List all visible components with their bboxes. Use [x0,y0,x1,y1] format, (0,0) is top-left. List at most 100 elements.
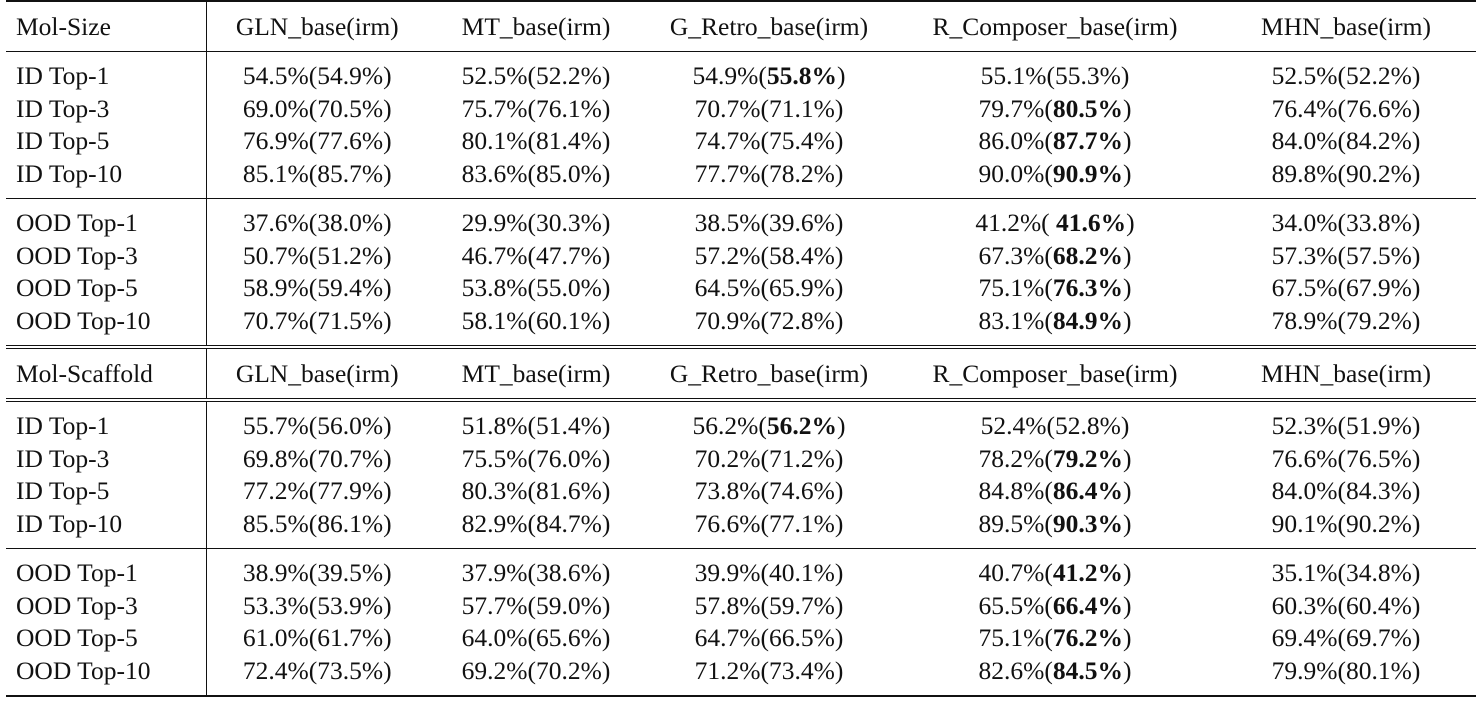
table-cell: 58.1%(60.1%) [428,305,644,348]
best-value: 68.2% [1052,240,1123,270]
table-row: OOD Top-10 72.4%(73.5%) 69.2%(70.2%) 71.2%(… [6,654,1476,697]
cell-text: 76.9%(77.6%) [242,126,392,155]
cell-text-suffix: ) [1122,623,1132,652]
cell-text: 56.2%( [692,411,767,440]
table-cell: 85.5%(86.1%) [206,508,428,549]
table-cell: 37.6%(38.0%) [206,198,428,240]
cell-text-suffix: ) [1122,443,1132,473]
cell-text: 75.1%( [978,273,1053,302]
table-cell: 75.1%(76.3%) [894,272,1216,305]
cell-text: 58.9%(59.4%) [242,273,392,302]
best-value: 90.3% [1052,508,1123,538]
table-cell: 78.9%(79.2%) [1216,305,1476,348]
table-cell: 77.7%(78.2%) [644,158,894,199]
cell-text: 80.3%(81.6%) [461,476,611,505]
cell-text: 72.4%(73.5%) [242,655,392,685]
cell-text: 85.1%(85.7%) [242,158,392,188]
table-cell: 57.7%(59.0%) [428,590,644,623]
cell-text: 57.8%(59.7%) [694,590,844,620]
table-cell: 89.5%(90.3%) [894,508,1216,549]
table-cell: 86.0%(87.7%) [894,125,1216,158]
cell-text: 83.1%( [978,305,1053,335]
table-cell: 38.5%(39.6%) [644,198,894,240]
table-cell: 76.4%(76.6%) [1216,93,1476,126]
table-cell: 29.9%(30.3%) [428,198,644,240]
column-header: GLN_base(irm) [206,345,428,400]
table-cell: 84.8%(86.4%) [894,475,1216,508]
table-cell: 57.8%(59.7%) [644,590,894,623]
cell-text: 67.3%( [978,240,1053,270]
cell-text: 70.9%(72.8%) [694,305,844,335]
cell-text: 50.7%(51.2%) [242,240,392,270]
cell-text: 64.7%(66.5%) [694,623,844,652]
best-value: 76.3% [1052,273,1123,302]
best-value: 80.5% [1052,93,1123,123]
row-label: OOD Top-5 [6,272,207,305]
table-cell: 85.1%(85.7%) [206,158,428,199]
cell-text: 61.0%(61.7%) [242,623,392,652]
table-cell: 57.2%(58.4%) [644,240,894,273]
best-value: 55.8% [766,61,837,90]
column-header: GLN_base(irm) [206,0,428,52]
cell-text-suffix: ) [1122,273,1132,302]
table-cell: 52.5%(52.2%) [1216,51,1476,93]
table-cell: 83.1%(84.9%) [894,305,1216,348]
table-cell: 38.9%(39.5%) [206,548,428,590]
cell-text: 73.8%(74.6%) [694,476,844,505]
row-label: OOD Top-5 [6,622,207,655]
table-cell: 69.4%(69.7%) [1216,622,1476,655]
table-cell: 73.8%(74.6%) [644,475,894,508]
table-row: ID Top-5 76.9%(77.6%) 80.1%(81.4%) 74.7%(75… [6,125,1476,158]
cell-text: 52.5%(52.2%) [1271,61,1421,90]
table-cell: 82.6%(84.5%) [894,654,1216,697]
column-header: R_Composer_base(irm) [894,345,1216,400]
table-cell: 76.6%(76.5%) [1216,443,1476,476]
cell-text: 75.1%( [978,623,1053,652]
table-row: OOD Top-5 58.9%(59.4%) 53.8%(55.0%) 64.5%(6… [6,272,1476,305]
results-table: Mol-Size GLN_base(irm) MT_base(irm) G_Retro… [6,0,1476,697]
cell-text: 39.9%(40.1%) [694,558,844,587]
table-cell: 56.2%(56.2%) [644,398,894,443]
table-row: OOD Top-10 70.7%(71.5%) 58.1%(60.1%) 70.9%(… [6,304,1476,348]
table-cell: 69.2%(70.2%) [428,654,644,697]
cell-text: 85.5%(86.1%) [242,508,392,538]
cell-text-suffix: ) [1122,240,1132,270]
cell-text: 53.3%(53.9%) [242,590,392,620]
table-row: ID Top-10 85.1%(85.7%) 83.6%(85.0%) 77.7%(7… [6,157,1476,199]
cell-text: 41.2%( [975,208,1057,237]
table-cell: 75.1%(76.2%) [894,622,1216,655]
cell-text: 57.7%(59.0%) [461,590,611,620]
table-cell: 75.7%(76.1%) [428,93,644,126]
cell-text: 80.1%(81.4%) [461,126,611,155]
table-cell: 39.9%(40.1%) [644,548,894,590]
row-label: OOD Top-1 [6,548,207,590]
row-label: OOD Top-10 [6,654,207,697]
cell-text: 84.0%(84.2%) [1271,126,1421,155]
cell-text: 54.5%(54.9%) [242,61,392,90]
row-label: OOD Top-3 [6,239,207,272]
cell-text: 52.5%(52.2%) [461,61,611,90]
table-row: ID Top-3 69.8%(70.7%) 75.5%(76.0%) 70.2%(71… [6,442,1476,476]
column-header: R_Composer_base(irm) [894,0,1216,52]
table-row: OOD Top-3 53.3%(53.9%) 57.7%(59.0%) 57.8%(5… [6,589,1476,623]
table-cell: 82.9%(84.7%) [428,508,644,549]
cell-text-suffix: ) [1122,126,1132,155]
table-cell: 79.7%(80.5%) [894,93,1216,126]
cell-text: 82.6%( [978,655,1053,685]
table-cell: 79.9%(80.1%) [1216,654,1476,697]
cell-text: 54.9%( [692,61,767,90]
cell-text: 69.2%(70.2%) [461,655,611,685]
table-row: ID Top-1 54.5%(54.9%) 52.5%(52.2%) 54.9%(55… [6,51,1476,93]
table-cell: 69.8%(70.7%) [206,443,428,476]
cell-text: 76.6%(77.1%) [694,508,844,538]
table-cell: 72.4%(73.5%) [206,654,428,697]
cell-text: 35.1%(34.8%) [1271,558,1421,587]
cell-text: 70.7%(71.1%) [694,93,844,123]
row-label: ID Top-3 [6,442,207,475]
table-cell: 67.3%(68.2%) [894,240,1216,273]
table-cell: 52.5%(52.2%) [428,51,644,93]
table-cell: 75.5%(76.0%) [428,443,644,476]
best-value: 41.6% [1056,208,1127,237]
table-cell: 71.2%(73.4%) [644,654,894,697]
table-cell: 64.5%(65.9%) [644,272,894,305]
